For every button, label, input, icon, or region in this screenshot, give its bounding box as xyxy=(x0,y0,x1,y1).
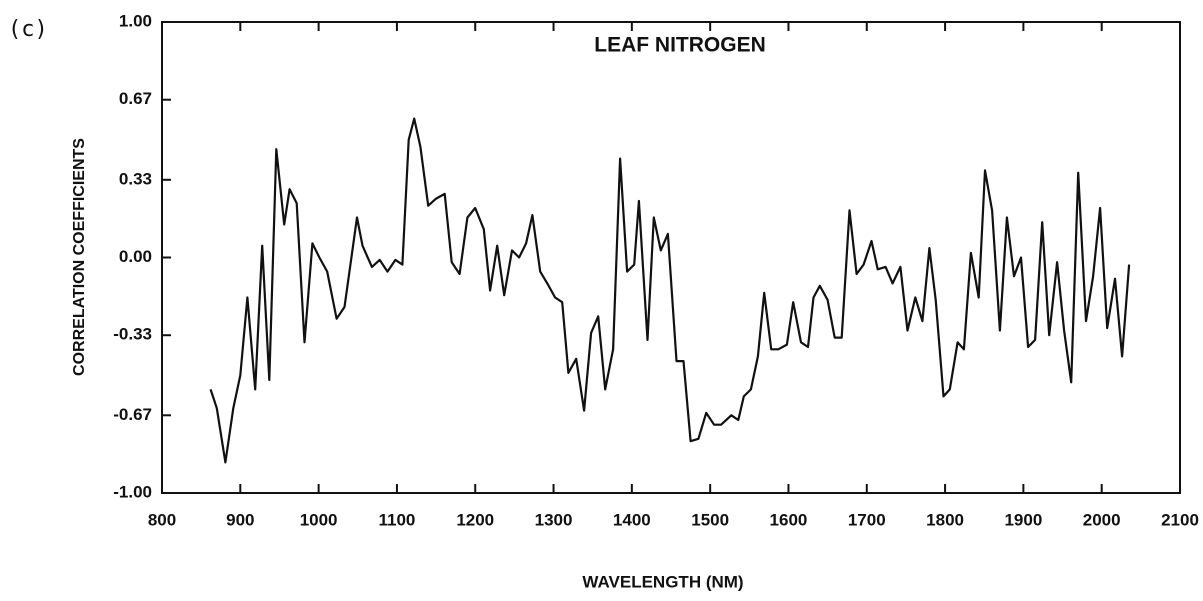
x-axis-label: WAVELENGTH (NM) xyxy=(582,572,743,591)
x-tick-label: 1500 xyxy=(691,510,729,529)
x-tick-label: 2000 xyxy=(1083,510,1121,529)
x-tick-label: 1900 xyxy=(1004,510,1042,529)
y-tick-label: -1.00 xyxy=(113,482,152,501)
panel-label: (c) xyxy=(8,17,48,42)
x-tick-label: 1800 xyxy=(926,510,964,529)
x-tick-label: 1100 xyxy=(378,510,415,529)
x-tick-label: 1300 xyxy=(535,510,573,529)
y-tick-label: 0.33 xyxy=(119,169,152,188)
x-tick-label: 900 xyxy=(226,510,254,529)
plot-frame xyxy=(161,21,1181,494)
y-axis-label: CORRELATION COEFFICIENTS xyxy=(71,138,88,376)
x-tick-label: 1700 xyxy=(848,510,886,529)
y-tick-label: 0.00 xyxy=(119,247,152,266)
y-tick-label: 1.00 xyxy=(119,11,152,30)
chart-title: LEAF NITROGEN xyxy=(594,34,766,57)
x-tick-label: 1200 xyxy=(456,510,494,529)
x-tick-label: 1600 xyxy=(770,510,808,529)
data-line xyxy=(209,117,1131,464)
x-tick-label: 800 xyxy=(148,510,176,529)
x-tick-label: 1400 xyxy=(613,510,651,529)
y-tick-label: 0.67 xyxy=(119,89,152,108)
y-tick-label: -0.33 xyxy=(113,325,152,344)
x-tick-label: 2100 xyxy=(1161,510,1199,529)
x-tick-label: 1000 xyxy=(300,510,338,529)
y-tick-label: -0.67 xyxy=(113,405,152,424)
